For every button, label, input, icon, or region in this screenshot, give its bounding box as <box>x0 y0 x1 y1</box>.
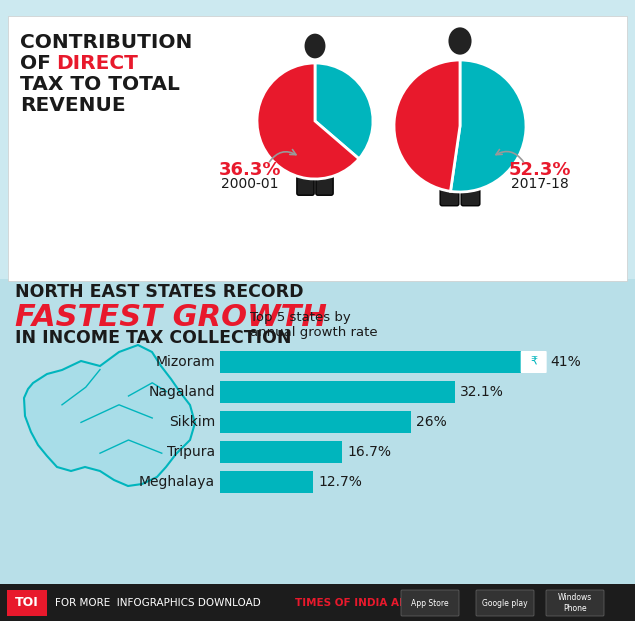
Polygon shape <box>24 345 195 486</box>
Text: 32.1%: 32.1% <box>460 385 504 399</box>
Text: CONTRIBUTION: CONTRIBUTION <box>20 33 192 52</box>
Text: App Store: App Store <box>411 599 449 607</box>
Text: Windows
Phone: Windows Phone <box>558 593 592 613</box>
Text: 12.7%: 12.7% <box>318 475 362 489</box>
FancyArrowPatch shape <box>496 150 523 161</box>
FancyBboxPatch shape <box>316 127 333 195</box>
FancyBboxPatch shape <box>461 130 480 206</box>
Text: 26%: 26% <box>416 415 446 429</box>
FancyBboxPatch shape <box>476 590 534 616</box>
Text: Sikkim: Sikkim <box>169 415 215 429</box>
Text: REVENUE: REVENUE <box>20 96 126 115</box>
FancyBboxPatch shape <box>521 351 547 373</box>
FancyBboxPatch shape <box>220 411 411 433</box>
Text: 16.7%: 16.7% <box>347 445 391 459</box>
Text: 36.3%: 36.3% <box>218 161 281 179</box>
FancyBboxPatch shape <box>220 441 342 463</box>
Ellipse shape <box>448 27 472 55</box>
FancyArrowPatch shape <box>270 150 296 161</box>
Ellipse shape <box>305 34 326 58</box>
Text: Mizoram: Mizoram <box>156 355 215 369</box>
FancyBboxPatch shape <box>220 381 455 403</box>
Text: 41%: 41% <box>551 355 582 369</box>
Text: Google play: Google play <box>482 599 528 607</box>
Text: 52.3%: 52.3% <box>509 161 572 179</box>
Text: TIMES OF INDIA APP: TIMES OF INDIA APP <box>295 598 414 608</box>
Text: DIRECT: DIRECT <box>56 54 138 73</box>
Text: FOR MORE  INFOGRAPHICS DOWNLOAD: FOR MORE INFOGRAPHICS DOWNLOAD <box>55 598 264 608</box>
FancyBboxPatch shape <box>0 584 635 621</box>
Text: TAX TO TOTAL: TAX TO TOTAL <box>20 75 180 94</box>
FancyBboxPatch shape <box>440 130 459 206</box>
Text: TOI: TOI <box>15 597 39 609</box>
Text: Meghalaya: Meghalaya <box>139 475 215 489</box>
FancyBboxPatch shape <box>418 97 445 111</box>
FancyBboxPatch shape <box>220 351 521 373</box>
FancyBboxPatch shape <box>8 16 627 281</box>
Text: NORTH EAST STATES RECORD: NORTH EAST STATES RECORD <box>15 283 304 301</box>
FancyBboxPatch shape <box>438 64 482 138</box>
Text: 2017-18: 2017-18 <box>511 177 569 191</box>
FancyBboxPatch shape <box>328 96 353 110</box>
FancyBboxPatch shape <box>475 97 502 111</box>
FancyBboxPatch shape <box>297 127 314 195</box>
FancyBboxPatch shape <box>546 590 604 616</box>
Text: ₹: ₹ <box>530 357 537 367</box>
FancyBboxPatch shape <box>220 471 313 493</box>
Wedge shape <box>257 63 359 179</box>
FancyBboxPatch shape <box>0 279 635 621</box>
FancyBboxPatch shape <box>7 590 47 616</box>
Text: 2000-01: 2000-01 <box>221 177 279 191</box>
Wedge shape <box>394 60 460 191</box>
Wedge shape <box>450 60 526 192</box>
FancyBboxPatch shape <box>277 96 302 110</box>
Text: Top 5 states by
annual growth rate: Top 5 states by annual growth rate <box>250 311 378 339</box>
Text: Nagaland: Nagaland <box>149 385 215 399</box>
FancyBboxPatch shape <box>401 590 459 616</box>
Text: OF: OF <box>20 54 58 73</box>
FancyBboxPatch shape <box>295 66 335 135</box>
Text: IN INCOME TAX COLLECTION: IN INCOME TAX COLLECTION <box>15 329 291 347</box>
Text: Tripura: Tripura <box>167 445 215 459</box>
Wedge shape <box>315 63 373 159</box>
Text: FASTEST GROWTH: FASTEST GROWTH <box>15 303 327 332</box>
